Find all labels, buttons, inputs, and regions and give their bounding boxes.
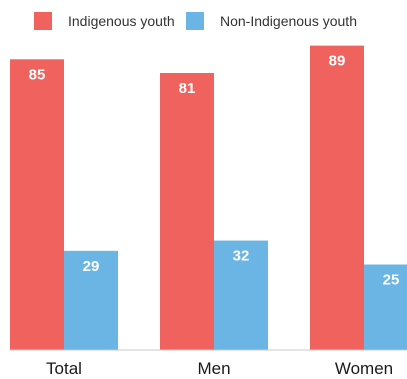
data-label-indigenous-youth-men: 81: [179, 80, 196, 97]
data-label-non-indigenous-youth-women: 25: [383, 272, 400, 289]
x-tick-labels: Total Men Women: [46, 359, 393, 378]
legend-swatch-indigenous: [34, 12, 52, 30]
data-label-non-indigenous-youth-total: 29: [83, 258, 100, 275]
x-tick-label-total: Total: [46, 359, 82, 378]
bars-group: [10, 46, 407, 350]
x-tick-label-women: Women: [335, 359, 393, 378]
legend-label-non-indigenous: Non-Indigenous youth: [220, 13, 357, 29]
bar-indigenous-youth-men: [160, 73, 214, 350]
legend-label-indigenous: Indigenous youth: [68, 13, 175, 29]
legend: Indigenous youth Non-Indigenous youth: [34, 12, 357, 30]
data-label-indigenous-youth-total: 85: [29, 66, 46, 83]
bar-indigenous-youth-total: [10, 59, 64, 350]
x-tick-label-men: Men: [197, 359, 230, 378]
data-label-non-indigenous-youth-men: 32: [233, 248, 250, 265]
legend-swatch-non-indigenous: [186, 12, 204, 30]
data-label-indigenous-youth-women: 89: [329, 53, 346, 70]
bar-indigenous-youth-women: [310, 46, 364, 350]
